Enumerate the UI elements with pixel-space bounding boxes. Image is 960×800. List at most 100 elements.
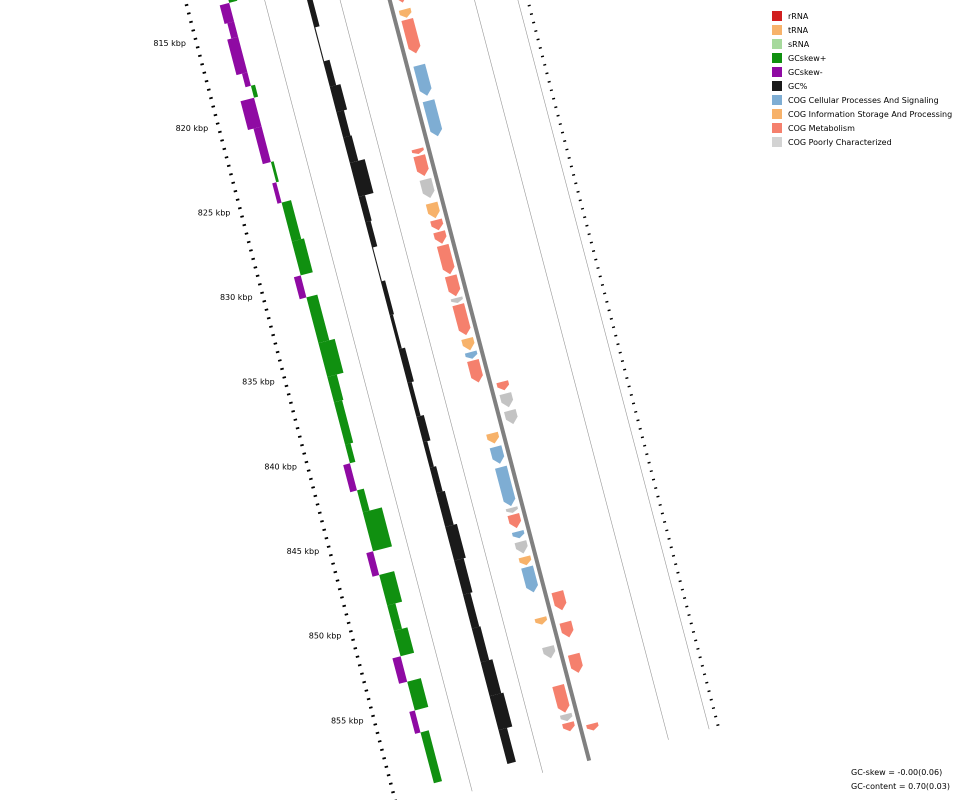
gc-content-track <box>307 0 516 764</box>
gc-content-bar <box>454 558 473 595</box>
outer-minor-tick <box>634 410 638 413</box>
minor-tick <box>371 714 375 718</box>
gc-content-bar <box>389 314 402 350</box>
gc-content-bar <box>329 84 348 113</box>
legend-label: GCskew- <box>788 67 823 77</box>
outer-minor-tick <box>585 224 589 227</box>
outer-minor-tick <box>532 21 536 24</box>
outer-minor-tick <box>580 207 585 210</box>
legend-item: sRNA <box>772 37 952 51</box>
minor-tick <box>226 164 231 168</box>
gc-skew-bar <box>345 443 356 464</box>
outer-minor-tick <box>591 250 596 253</box>
minor-tick <box>195 46 200 49</box>
cog-feature-arrow <box>552 684 570 713</box>
gc-skew-bar <box>219 2 235 25</box>
outer-minor-tick <box>691 630 696 633</box>
outer-minor-tick <box>560 131 565 134</box>
minor-tick <box>197 54 202 58</box>
legend: rRNA tRNA sRNA GCskew+ GCskew- GC% COG C… <box>772 9 952 149</box>
cog-feature-arrow <box>505 506 518 513</box>
outer-minor-tick <box>631 402 636 405</box>
minor-tick <box>386 773 391 777</box>
cog-feature-arrow <box>496 380 510 391</box>
outer-minor-tick <box>527 4 531 7</box>
outer-minor-tick <box>654 486 658 490</box>
outer-minor-tick <box>702 673 707 676</box>
ring-guide-line <box>264 0 473 792</box>
minor-tick <box>206 88 211 91</box>
minor-tick <box>360 672 364 675</box>
legend-item: rRNA <box>772 9 952 23</box>
outer-minor-tick <box>574 182 578 185</box>
minor-tick <box>304 460 309 464</box>
cog-feature-arrow <box>433 230 447 244</box>
minor-tick <box>375 731 380 735</box>
outer-minor-tick <box>629 393 633 397</box>
gc-content-bar <box>423 441 434 468</box>
outer-minor-tick <box>536 38 540 41</box>
gc-skew-bar <box>272 182 282 204</box>
minor-tick <box>211 105 216 108</box>
outer-minor-tick <box>589 241 593 244</box>
outer-minor-tick <box>583 216 587 219</box>
minor-tick <box>348 630 353 633</box>
kbp-tick-label: 820 kbp <box>176 124 209 133</box>
minor-tick <box>284 384 289 388</box>
minor-tick <box>260 291 264 295</box>
cog-feature-track <box>398 0 599 732</box>
outer-minor-tick <box>714 715 718 718</box>
outer-minor-tick <box>636 419 640 422</box>
cog-feature-arrow <box>586 722 599 731</box>
outer-minor-tick <box>638 427 642 430</box>
cog-feature-arrow <box>534 616 548 625</box>
gc-content-bar <box>358 195 372 223</box>
outer-minor-tick <box>660 512 665 515</box>
cog-feature-arrow <box>499 392 514 408</box>
legend-item: COG Cellular Processes And Signaling <box>772 93 952 107</box>
minor-tick <box>328 553 333 557</box>
minor-tick <box>346 621 351 625</box>
minor-tick <box>264 308 269 312</box>
cog-feature-arrow <box>489 445 505 464</box>
outer-minor-tick <box>554 106 558 109</box>
minor-tick <box>282 376 287 379</box>
cog-feature-arrow <box>518 555 532 566</box>
minor-tick <box>322 528 327 532</box>
minor-tick <box>200 62 205 66</box>
minor-tick <box>380 748 384 752</box>
outer-minor-tick <box>529 13 534 16</box>
gc-skew-bar <box>281 200 302 242</box>
legend-label: tRNA <box>788 25 809 35</box>
minor-tick <box>266 316 271 320</box>
outer-minor-tick <box>558 123 562 126</box>
cog-feature-arrow <box>398 0 405 3</box>
minor-tick <box>391 790 395 794</box>
minor-tick <box>331 562 336 565</box>
cog-feature-arrow <box>495 465 516 507</box>
gc-content-bar <box>343 135 359 163</box>
minor-tick <box>302 452 307 455</box>
legend-swatch <box>772 53 782 63</box>
minor-tick <box>288 401 293 405</box>
gc-skew-track <box>219 0 442 784</box>
cog-feature-arrow <box>430 218 444 231</box>
minor-tick <box>353 646 358 650</box>
outer-minor-tick <box>545 72 549 75</box>
outer-minor-tick <box>707 690 711 693</box>
gc-skew-bar <box>318 338 344 377</box>
minor-tick <box>280 367 284 371</box>
cog-feature-arrow <box>486 431 500 444</box>
outer-minor-tick <box>598 275 602 278</box>
minor-tick <box>306 469 311 472</box>
outer-minor-tick <box>618 351 622 354</box>
outer-minor-tick <box>674 563 678 566</box>
gc-skew-bar <box>253 126 271 165</box>
gc-skew-bar <box>250 84 259 98</box>
minor-tick <box>366 697 371 701</box>
cog-feature-arrow <box>461 337 475 351</box>
outer-minor-tick <box>565 148 569 151</box>
cog-feature-arrow <box>450 296 463 303</box>
outer-minor-tick <box>667 537 671 540</box>
legend-label: rRNA <box>788 11 809 21</box>
